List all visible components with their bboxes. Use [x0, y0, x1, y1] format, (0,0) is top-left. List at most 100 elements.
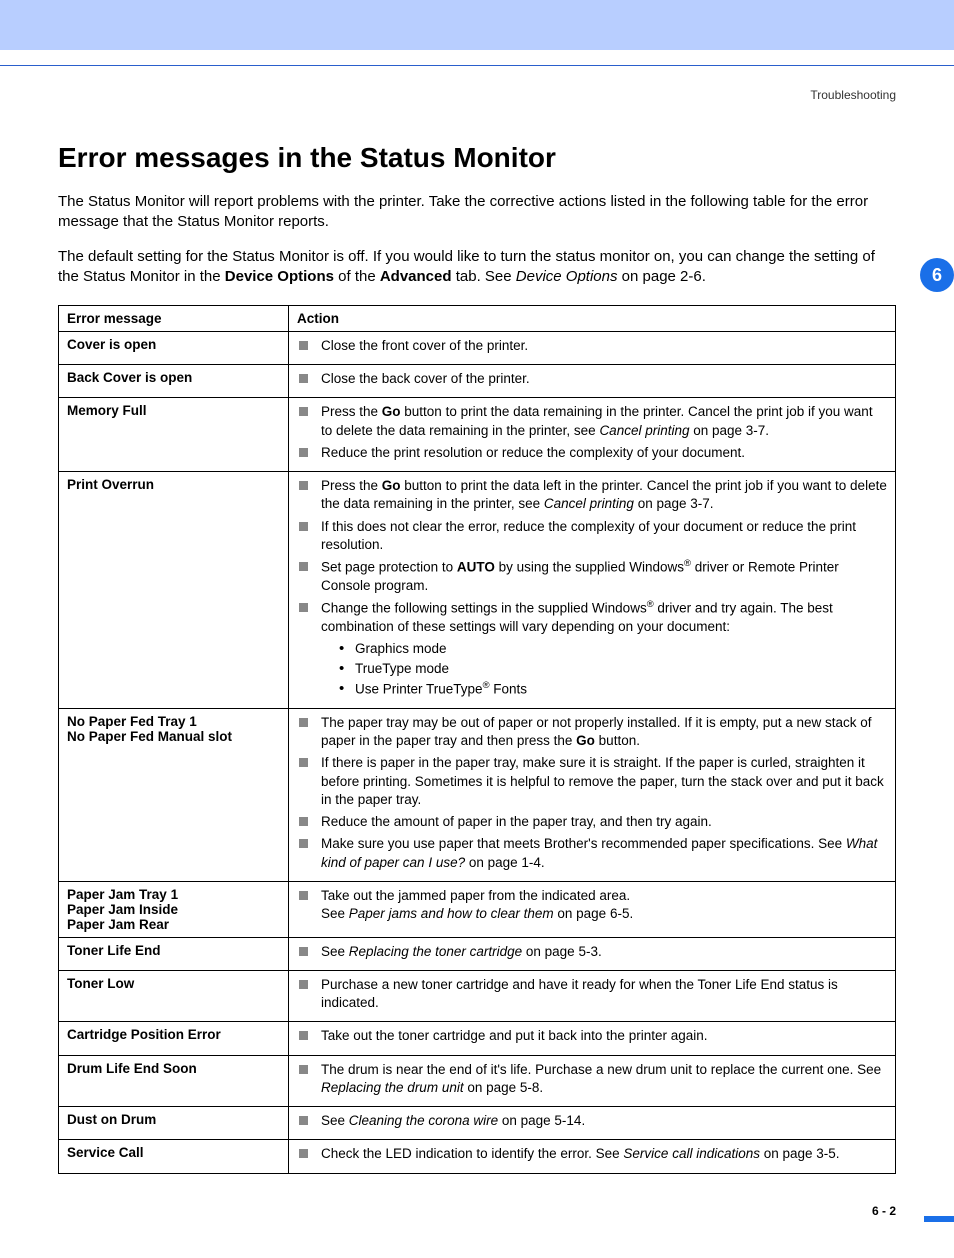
error-action: See Cleaning the corona wire on page 5-1…	[289, 1107, 896, 1140]
error-action: Take out the jammed paper from the indic…	[289, 881, 896, 937]
intro-paragraph-2: The default setting for the Status Monit…	[58, 247, 896, 288]
error-msg: Toner Life End	[59, 937, 289, 970]
link-text[interactable]: Replacing the drum unit	[321, 1080, 464, 1095]
text: Press the	[321, 478, 382, 493]
text: button to print the data remaining in th…	[321, 404, 873, 437]
sub-item: Graphics mode	[337, 640, 887, 658]
chapter-tab: 6	[920, 258, 954, 292]
action-item: Purchase a new toner cartridge and have …	[297, 976, 887, 1012]
header-rule	[0, 65, 954, 66]
text: Press the	[321, 404, 382, 419]
text: Take out the jammed paper from the indic…	[321, 888, 630, 903]
reg-mark: ®	[647, 599, 654, 610]
error-action: Press the Go button to print the data re…	[289, 398, 896, 472]
text-bold: AUTO	[457, 559, 495, 574]
text: No Paper Fed Tray 1	[67, 714, 280, 729]
text: of the	[334, 268, 380, 285]
action-item: Press the Go button to print the data le…	[297, 477, 887, 513]
error-action: Close the back cover of the printer.	[289, 365, 896, 398]
page-content: Troubleshooting 6 Error messages in the …	[0, 88, 954, 1258]
action-item: Reduce the print resolution or reduce th…	[297, 444, 887, 462]
text-bold: Go	[576, 733, 595, 748]
action-item: Press the Go button to print the data re…	[297, 403, 887, 439]
sub-item: TrueType mode	[337, 660, 887, 678]
error-action: See Replacing the toner cartridge on pag…	[289, 937, 896, 970]
link-text[interactable]: Cleaning the corona wire	[349, 1113, 498, 1128]
text: See	[321, 1113, 349, 1128]
link-text[interactable]: Paper jams and how to clear them	[349, 906, 554, 921]
text: Paper Jam Inside	[67, 902, 280, 917]
header-band	[0, 0, 954, 50]
reg-mark: ®	[684, 558, 691, 569]
link-text[interactable]: Cancel printing	[599, 423, 689, 438]
action-item: See Cleaning the corona wire on page 5-1…	[297, 1112, 887, 1130]
error-msg: Print Overrun	[59, 472, 289, 709]
error-msg: Drum Life End Soon	[59, 1055, 289, 1106]
text: on page 2-6.	[617, 268, 705, 285]
text: on page 5-14.	[498, 1113, 585, 1128]
text: Use Printer TrueType	[355, 682, 483, 697]
link-text[interactable]: Device Options	[516, 268, 618, 285]
action-item: Set page protection to AUTO by using the…	[297, 558, 887, 595]
table-row: No Paper Fed Tray 1 No Paper Fed Manual …	[59, 709, 896, 882]
text-bold: Device Options	[225, 268, 334, 285]
text: on page 5-3.	[522, 944, 602, 959]
text: See	[321, 944, 349, 959]
table-row: Memory Full Press the Go button to print…	[59, 398, 896, 472]
page-title: Error messages in the Status Monitor	[58, 142, 896, 174]
error-msg: Cartridge Position Error	[59, 1022, 289, 1055]
breadcrumb: Troubleshooting	[58, 88, 896, 102]
text: on page 3-7.	[634, 496, 714, 511]
action-item: If there is paper in the paper tray, mak…	[297, 754, 887, 809]
action-item: See Replacing the toner cartridge on pag…	[297, 943, 887, 961]
table-row: Print Overrun Press the Go button to pri…	[59, 472, 896, 709]
sub-item: Use Printer TrueType® Fonts	[337, 680, 887, 699]
action-item: Close the front cover of the printer.	[297, 337, 887, 355]
table-row: Cartridge Position Error Take out the to…	[59, 1022, 896, 1055]
reg-mark: ®	[483, 680, 490, 691]
error-action: The paper tray may be out of paper or no…	[289, 709, 896, 882]
text-bold: Advanced	[380, 268, 452, 285]
text: Fonts	[490, 682, 528, 697]
action-item: The drum is near the end of it's life. P…	[297, 1061, 887, 1097]
table-row: Paper Jam Tray 1 Paper Jam Inside Paper …	[59, 881, 896, 937]
link-text[interactable]: Service call indications	[623, 1146, 760, 1161]
text: on page 3-7.	[690, 423, 770, 438]
text: Paper Jam Rear	[67, 917, 280, 932]
table-row: Toner Low Purchase a new toner cartridge…	[59, 970, 896, 1021]
action-item: Close the back cover of the printer.	[297, 370, 887, 388]
text: on page 5-8.	[464, 1080, 544, 1095]
error-action: Take out the toner cartridge and put it …	[289, 1022, 896, 1055]
text: Make sure you use paper that meets Broth…	[321, 836, 846, 851]
error-msg: Back Cover is open	[59, 365, 289, 398]
link-text[interactable]: Replacing the toner cartridge	[349, 944, 522, 959]
error-action: Press the Go button to print the data le…	[289, 472, 896, 709]
action-item: Take out the jammed paper from the indic…	[297, 887, 887, 923]
text-bold: Go	[382, 478, 401, 493]
text: tab. See	[452, 268, 516, 285]
text: by using the supplied Windows	[495, 559, 684, 574]
text: Change the following settings in the sup…	[321, 600, 647, 615]
error-action: The drum is near the end of it's life. P…	[289, 1055, 896, 1106]
page-footer: 6 - 2	[58, 1204, 896, 1218]
text: on page 6-5.	[554, 906, 634, 921]
text: button.	[595, 733, 640, 748]
error-action: Close the front cover of the printer.	[289, 332, 896, 365]
text: No Paper Fed Manual slot	[67, 729, 280, 744]
text: on page 1-4.	[465, 855, 545, 870]
action-item: Take out the toner cartridge and put it …	[297, 1027, 887, 1045]
action-item: Reduce the amount of paper in the paper …	[297, 813, 887, 831]
text: See	[321, 906, 349, 921]
table-row: Drum Life End Soon The drum is near the …	[59, 1055, 896, 1106]
action-item: The paper tray may be out of paper or no…	[297, 714, 887, 750]
error-msg: Dust on Drum	[59, 1107, 289, 1140]
col-header-message: Error message	[59, 306, 289, 332]
link-text[interactable]: Cancel printing	[544, 496, 634, 511]
error-msg: Memory Full	[59, 398, 289, 472]
error-msg: No Paper Fed Tray 1 No Paper Fed Manual …	[59, 709, 289, 882]
text: Check the LED indication to identify the…	[321, 1146, 623, 1161]
table-row: Cover is open Close the front cover of t…	[59, 332, 896, 365]
action-item: If this does not clear the error, reduce…	[297, 518, 887, 554]
action-item: Make sure you use paper that meets Broth…	[297, 835, 887, 871]
table-row: Back Cover is open Close the back cover …	[59, 365, 896, 398]
